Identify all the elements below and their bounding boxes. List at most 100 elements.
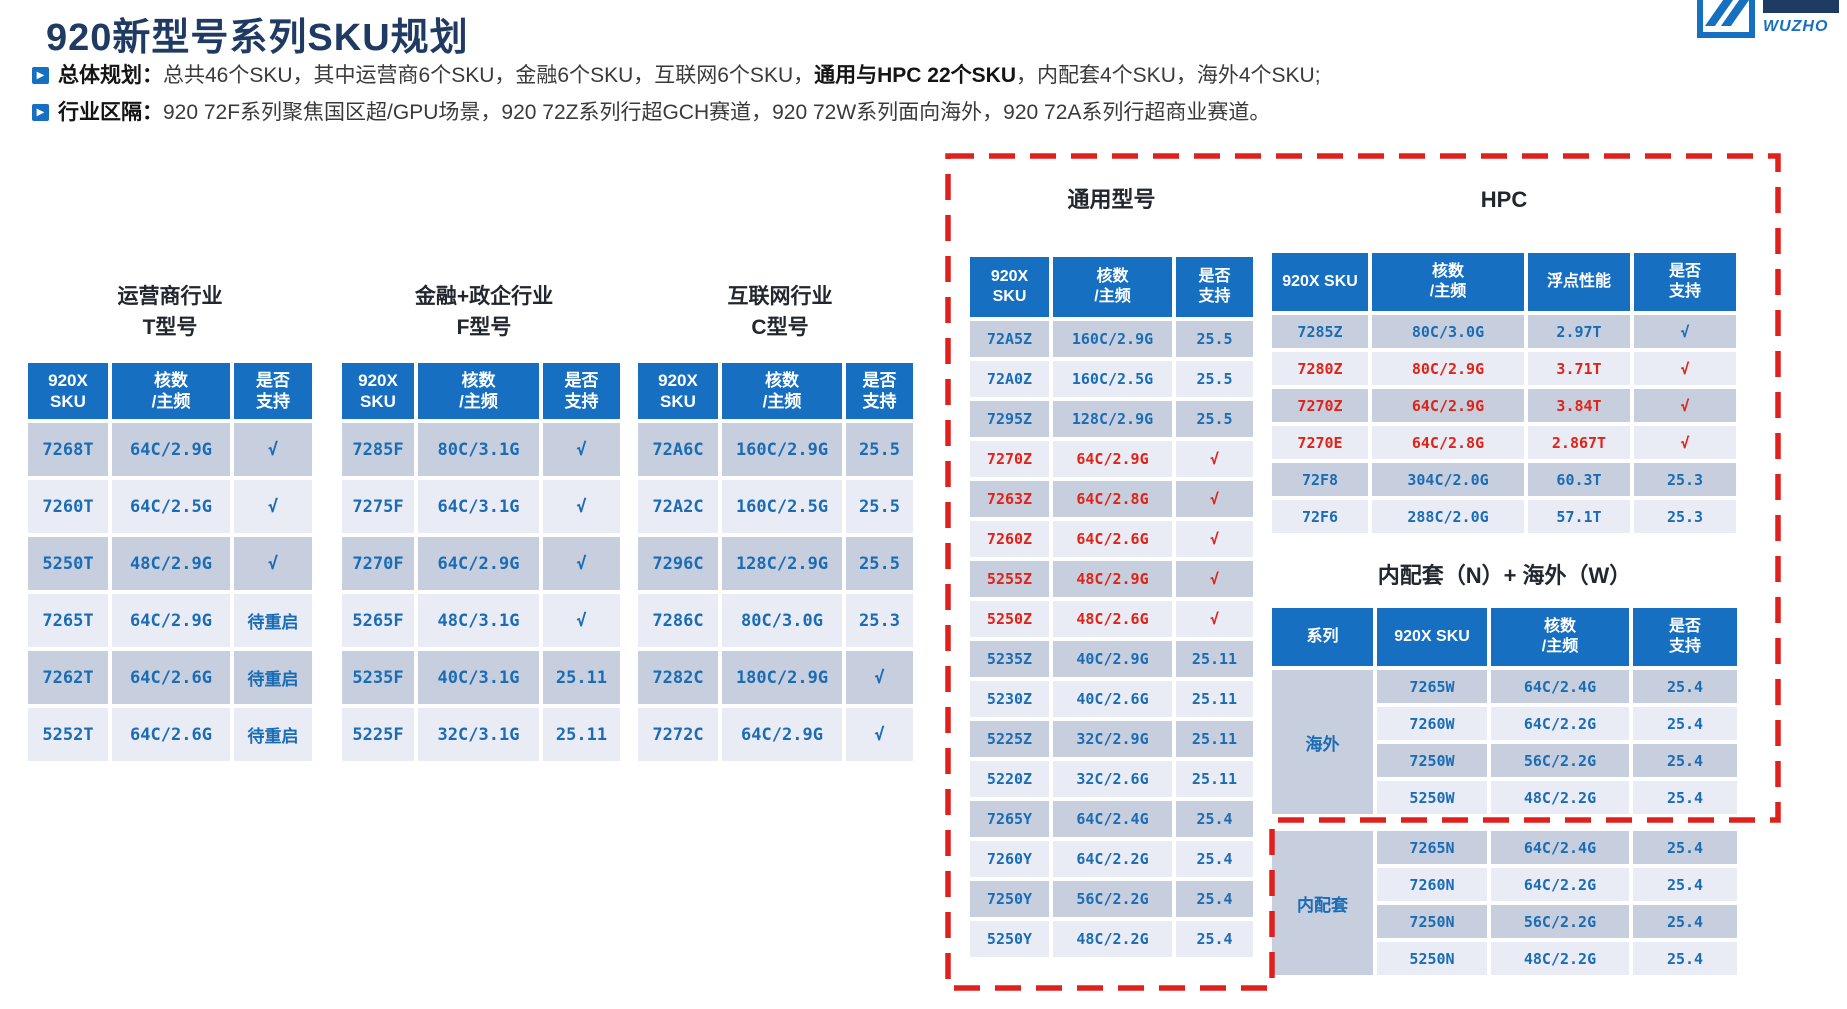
table-cell: 64C/2.4G — [1491, 670, 1629, 703]
table-cell: 72A0Z — [970, 361, 1049, 397]
table-cell: 72A5Z — [970, 321, 1049, 357]
table-row: 72F6 288C/2.0G 57.1T 25.3 — [1272, 500, 1736, 533]
bullet-label: 总体规划： — [58, 64, 163, 87]
table-row: 72F8 304C/2.0G 60.3T 25.3 — [1272, 463, 1736, 496]
table-cell: 5230Z — [970, 681, 1049, 717]
table-cell: √ — [234, 537, 312, 590]
table-row: 5235F 40C/3.1G 25.11 — [342, 651, 620, 704]
table-cell: √ — [846, 651, 913, 704]
table-cell: 5265F — [342, 594, 414, 647]
table-cell: 7268T — [28, 423, 108, 476]
table-cell: 128C/2.9G — [722, 537, 842, 590]
table-cell: 25.4 — [1633, 868, 1737, 901]
table-cell: 5250T — [28, 537, 108, 590]
sku-table: 920X SKU 核数 /主频 是否 支持 72A5Z 160C/2.9G 25.5 72A… — [966, 253, 1257, 961]
hpc-table-title: HPC — [1480, 187, 1528, 212]
table-cell: 25.3 — [846, 594, 913, 647]
bullet-strong-segment: 通用与HPC 22个SKU — [814, 64, 1016, 87]
carrier-table-title: 运营商行业 T型号 — [117, 285, 223, 339]
series-group-cell: 内配套 — [1272, 831, 1373, 975]
table-cell: 128C/2.9G — [1053, 401, 1172, 437]
table-cell: 待重启 — [234, 594, 312, 647]
table-row: 7270Z 64C/2.9G √ — [970, 441, 1253, 477]
table-cell: 7265W — [1377, 670, 1487, 703]
table-row: 7262T 64C/2.6G 待重启 — [28, 651, 312, 704]
table-row: 5250Z 48C/2.6G √ — [970, 601, 1253, 637]
table-row: 72A2C 160C/2.5G 25.5 — [638, 480, 913, 533]
column-header: 系列 — [1272, 608, 1373, 666]
bullet-industry-segmentation: ▶ 行业区隔：920 72F系列聚焦国区超/GPU场景，920 72Z系列行超G… — [32, 99, 1532, 127]
column-header: 核数 /主频 — [722, 363, 842, 419]
table-cell: 待重启 — [234, 708, 312, 761]
table-row: 5225Z 32C/2.9G 25.11 — [970, 721, 1253, 757]
table-cell: √ — [234, 423, 312, 476]
table-cell: 72A2C — [638, 480, 718, 533]
table-cell: 25.11 — [543, 651, 620, 704]
table-cell: 25.4 — [1633, 831, 1737, 864]
table-row: 7285F 80C/3.1G √ — [342, 423, 620, 476]
table-cell: 5225Z — [970, 721, 1049, 757]
sku-table: 920X SKU 核数 /主频 是否 支持 72A6C 160C/2.9G 25.5 72A… — [634, 359, 917, 765]
table-cell: 25.4 — [1633, 744, 1737, 777]
table-cell: 48C/2.2G — [1491, 781, 1629, 814]
table-cell: 160C/2.9G — [1053, 321, 1172, 357]
table-cell: 160C/2.9G — [722, 423, 842, 476]
table-cell: 56C/2.2G — [1053, 881, 1172, 917]
sku-table: 920X SKU 核数 /主频 浮点性能 是否 支持 7285Z 80C/3.0G 2.97… — [1268, 249, 1740, 537]
table-cell: 57.1T — [1528, 500, 1630, 533]
table-header-row: 920X SKU 核数 /主频 是否 支持 — [342, 363, 620, 419]
table-cell: 25.4 — [1633, 670, 1737, 703]
table-row: 7272C 64C/2.9G √ — [638, 708, 913, 761]
table-row: 5255Z 48C/2.9G √ — [970, 561, 1253, 597]
table-row: 7282C 180C/2.9G √ — [638, 651, 913, 704]
table-cell: 25.11 — [1176, 681, 1253, 717]
bullet-segment: ，内配套4个SKU，海外4个SKU; — [1016, 64, 1321, 87]
table-cell: √ — [1634, 426, 1736, 459]
logo-clipped-characters — [1763, 0, 1839, 13]
table-cell: 7260Z — [970, 521, 1049, 557]
table-header-row: 系列 920X SKU 核数 /主频 是否 支持 — [1272, 608, 1737, 666]
table-cell: 32C/3.1G — [418, 708, 539, 761]
table-cell: 5250W — [1377, 781, 1487, 814]
table-cell: 64C/2.9G — [1053, 441, 1172, 477]
table-cell: √ — [543, 423, 620, 476]
column-header: 是否 支持 — [543, 363, 620, 419]
column-header: 核数 /主频 — [1053, 257, 1172, 317]
table-cell: 64C/2.5G — [112, 480, 230, 533]
table-cell: 64C/2.2G — [1491, 707, 1629, 740]
table-cell: 64C/2.9G — [112, 594, 230, 647]
table-cell: 5250Z — [970, 601, 1049, 637]
table-cell: √ — [1176, 441, 1253, 477]
table-cell: 25.4 — [1633, 942, 1737, 975]
table-cell: 5255Z — [970, 561, 1049, 597]
table-finance: 920X SKU 核数 /主频 是否 支持 7285F 80C/3.1G √ 7275F 64… — [338, 359, 624, 765]
table-cell: 25.4 — [1633, 781, 1737, 814]
table-cell: 64C/2.9G — [418, 537, 539, 590]
table-cell: 64C/2.8G — [1053, 481, 1172, 517]
table-cell: 7282C — [638, 651, 718, 704]
table-internet: 920X SKU 核数 /主频 是否 支持 72A6C 160C/2.9G 25.5 72A… — [634, 359, 917, 765]
table-row: 5250Y 48C/2.2G 25.4 — [970, 921, 1253, 957]
bullet-industry-segmentation-text: 行业区隔：920 72F系列聚焦国区超/GPU场景，920 72Z系列行超GCH… — [58, 99, 1270, 127]
column-header: 920X SKU — [1377, 608, 1487, 666]
table-cell: 7270F — [342, 537, 414, 590]
table-cell: 7250N — [1377, 905, 1487, 938]
column-header: 是否 支持 — [1634, 253, 1736, 311]
table-row: 5235Z 40C/2.9G 25.11 — [970, 641, 1253, 677]
table-cell: 48C/2.6G — [1053, 601, 1172, 637]
table-row: 5225F 32C/3.1G 25.11 — [342, 708, 620, 761]
bullet-overall-plan-text: 总体规划：总共46个SKU，其中运营商6个SKU，金融6个SKU，互联网6个SK… — [58, 62, 1321, 90]
table-cell: 25.5 — [846, 423, 913, 476]
column-header: 是否 支持 — [1633, 608, 1737, 666]
table-cell: 7260T — [28, 480, 108, 533]
table-cell: 64C/2.8G — [1372, 426, 1524, 459]
table-header-row: 920X SKU 核数 /主频 是否 支持 — [638, 363, 913, 419]
table-carrier: 920X SKU 核数 /主频 是否 支持 7268T 64C/2.9G √ 7260T 64… — [24, 359, 316, 765]
company-logo: WUZHO — [1695, 0, 1847, 58]
series-group-cell: 海外 — [1272, 670, 1373, 814]
table-row: 5250T 48C/2.9G √ — [28, 537, 312, 590]
table-cell: 25.4 — [1176, 841, 1253, 877]
general-table-title: 通用型号 — [1067, 187, 1156, 212]
column-header: 920X SKU — [28, 363, 108, 419]
